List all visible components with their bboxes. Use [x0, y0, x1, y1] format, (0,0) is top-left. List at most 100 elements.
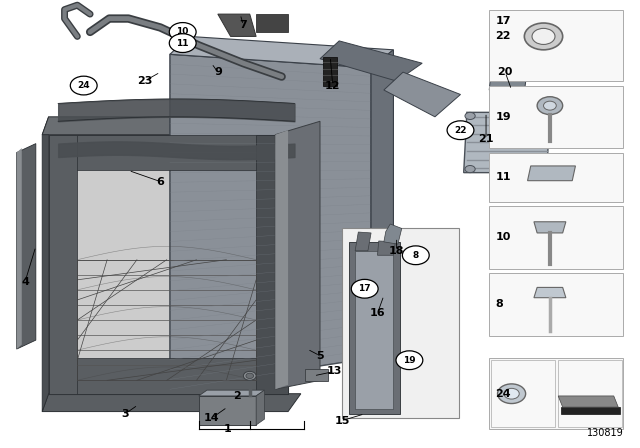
Text: 17: 17 [358, 284, 371, 293]
Bar [557, 360, 622, 427]
Text: 19: 19 [495, 112, 511, 122]
Polygon shape [49, 135, 288, 394]
Text: 14: 14 [204, 413, 220, 423]
Text: 24: 24 [77, 81, 90, 90]
Text: 22: 22 [454, 126, 467, 135]
Polygon shape [256, 390, 264, 425]
Polygon shape [355, 251, 394, 409]
Bar [489, 273, 623, 336]
Polygon shape [492, 61, 516, 73]
Circle shape [70, 76, 97, 95]
Polygon shape [515, 63, 525, 74]
Text: 21: 21 [478, 134, 494, 144]
Polygon shape [49, 135, 288, 170]
Polygon shape [547, 124, 556, 131]
Circle shape [246, 373, 253, 379]
Circle shape [537, 112, 547, 120]
Bar [489, 152, 623, 202]
Polygon shape [384, 72, 461, 117]
Text: 8: 8 [413, 251, 419, 260]
Circle shape [465, 112, 475, 120]
Circle shape [396, 351, 423, 370]
Polygon shape [378, 241, 396, 255]
Polygon shape [349, 242, 400, 414]
Circle shape [524, 23, 563, 50]
Polygon shape [256, 135, 288, 394]
Text: 16: 16 [370, 308, 385, 319]
Circle shape [465, 165, 475, 172]
Polygon shape [534, 222, 566, 233]
Text: 24: 24 [495, 389, 511, 399]
Text: 19: 19 [403, 356, 416, 365]
Polygon shape [256, 14, 288, 32]
Circle shape [532, 28, 555, 44]
Text: 8: 8 [495, 299, 504, 310]
Polygon shape [49, 358, 288, 394]
Text: 9: 9 [214, 67, 221, 77]
Polygon shape [198, 390, 264, 396]
Circle shape [170, 22, 196, 41]
Polygon shape [561, 407, 620, 414]
Polygon shape [320, 41, 422, 81]
Polygon shape [384, 224, 402, 244]
Polygon shape [49, 135, 77, 394]
Bar [489, 9, 623, 81]
Polygon shape [17, 148, 22, 349]
Text: 15: 15 [335, 415, 350, 426]
Polygon shape [323, 56, 337, 86]
Polygon shape [275, 121, 320, 389]
Polygon shape [489, 70, 527, 92]
Text: 10: 10 [177, 27, 189, 36]
Text: 13: 13 [327, 366, 342, 376]
Circle shape [243, 371, 256, 380]
Circle shape [504, 388, 519, 399]
Bar [489, 358, 623, 430]
Bar [489, 86, 623, 148]
Polygon shape [534, 288, 566, 297]
Text: 6: 6 [156, 177, 164, 186]
Text: 3: 3 [122, 409, 129, 419]
Circle shape [537, 165, 547, 172]
Text: 7: 7 [239, 20, 247, 30]
Circle shape [351, 280, 378, 298]
Text: 11: 11 [177, 39, 189, 47]
Circle shape [170, 34, 196, 52]
Text: 4: 4 [21, 277, 29, 287]
Circle shape [543, 101, 556, 110]
Circle shape [537, 97, 563, 115]
Text: 20: 20 [497, 67, 513, 77]
Polygon shape [17, 144, 36, 349]
Polygon shape [170, 54, 371, 389]
Circle shape [403, 246, 429, 265]
Polygon shape [305, 369, 328, 381]
Polygon shape [355, 232, 371, 251]
Polygon shape [42, 117, 301, 135]
Text: 12: 12 [325, 81, 340, 90]
Text: 2: 2 [233, 391, 241, 401]
Polygon shape [65, 148, 269, 380]
Polygon shape [547, 155, 556, 162]
Polygon shape [527, 166, 575, 181]
Text: 10: 10 [495, 233, 511, 242]
Polygon shape [42, 394, 301, 412]
Text: 1: 1 [223, 423, 231, 434]
Polygon shape [170, 36, 394, 68]
Bar [342, 228, 460, 418]
Polygon shape [198, 396, 256, 425]
Circle shape [447, 121, 474, 140]
Polygon shape [371, 50, 394, 358]
Text: 11: 11 [495, 172, 511, 182]
Polygon shape [42, 117, 49, 412]
Text: 23: 23 [137, 76, 152, 86]
Polygon shape [558, 396, 618, 407]
Polygon shape [275, 130, 288, 389]
Text: 5: 5 [316, 351, 324, 361]
Text: 18: 18 [389, 246, 404, 256]
Polygon shape [218, 14, 256, 36]
Text: 17: 17 [495, 16, 511, 26]
Bar [490, 360, 555, 427]
Bar [489, 206, 623, 269]
Polygon shape [464, 112, 550, 172]
Text: 22: 22 [495, 31, 511, 41]
Circle shape [497, 384, 525, 404]
